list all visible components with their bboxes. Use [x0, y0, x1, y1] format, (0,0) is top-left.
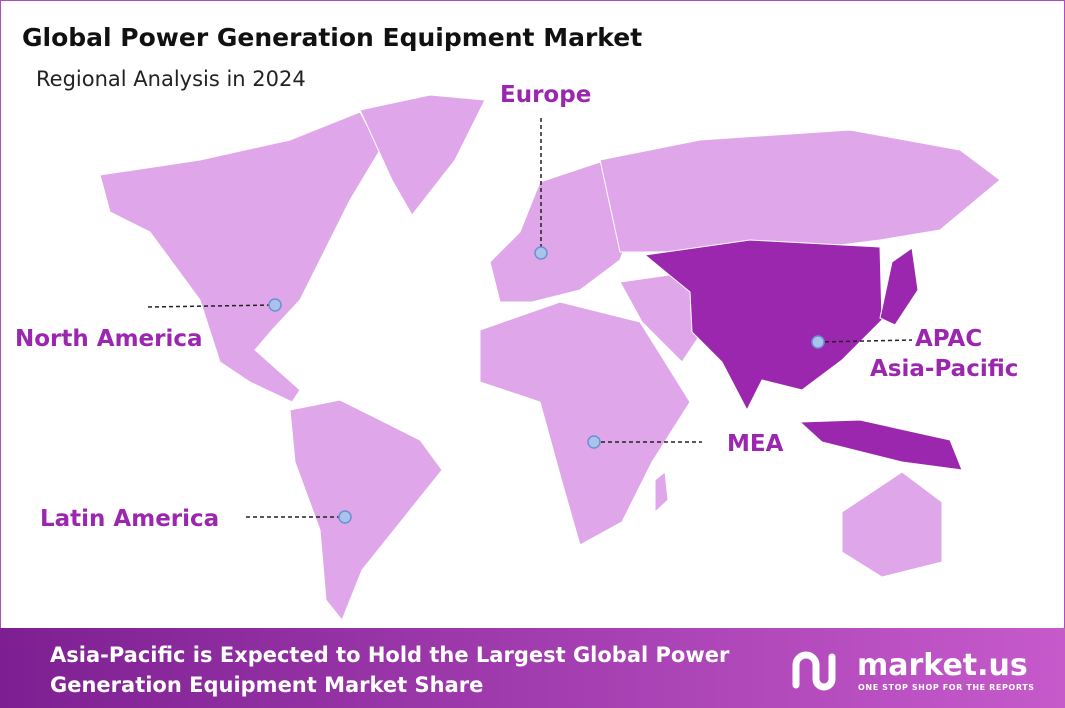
north-asia — [599, 129, 1001, 253]
logo-icon — [792, 651, 836, 691]
africa — [479, 301, 691, 546]
leader-line — [147, 304, 276, 308]
region-label: Europe — [500, 82, 591, 108]
region-label: MEA — [727, 431, 784, 457]
footer-band — [0, 628, 1065, 708]
world-map — [99, 94, 1001, 621]
south-america — [289, 399, 443, 621]
indonesia — [798, 419, 963, 471]
marker — [268, 298, 282, 312]
asia-pacific — [643, 239, 883, 412]
australia — [841, 471, 943, 578]
title: Global Power Generation Equipment Market — [22, 23, 642, 52]
callouts: Europe North America Latin America MEA A… — [15, 82, 1018, 532]
marker — [587, 435, 601, 449]
north-america — [99, 111, 381, 403]
region-label: Latin America — [40, 506, 219, 532]
marker — [811, 335, 825, 349]
madagascar — [654, 471, 669, 514]
logo-text: market.us — [857, 648, 1028, 683]
subtitle: Regional Analysis in 2024 — [36, 67, 306, 91]
marker — [534, 246, 548, 260]
region-label: North America — [15, 326, 203, 352]
japan — [879, 247, 919, 326]
leader-line — [817, 339, 913, 343]
region-label: APAC — [915, 326, 982, 352]
footer-text: Generation Equipment Market Share — [50, 673, 483, 697]
region-label: Asia-Pacific — [870, 356, 1018, 382]
logo-tagline: ONE STOP SHOP FOR THE REPORTS — [858, 683, 1035, 692]
greenland — [359, 94, 486, 216]
footer-text: Asia-Pacific is Expected to Hold the Lar… — [50, 643, 730, 667]
marker — [338, 510, 352, 524]
logo: market.us ONE STOP SHOP FOR THE REPORTS — [792, 648, 1035, 692]
